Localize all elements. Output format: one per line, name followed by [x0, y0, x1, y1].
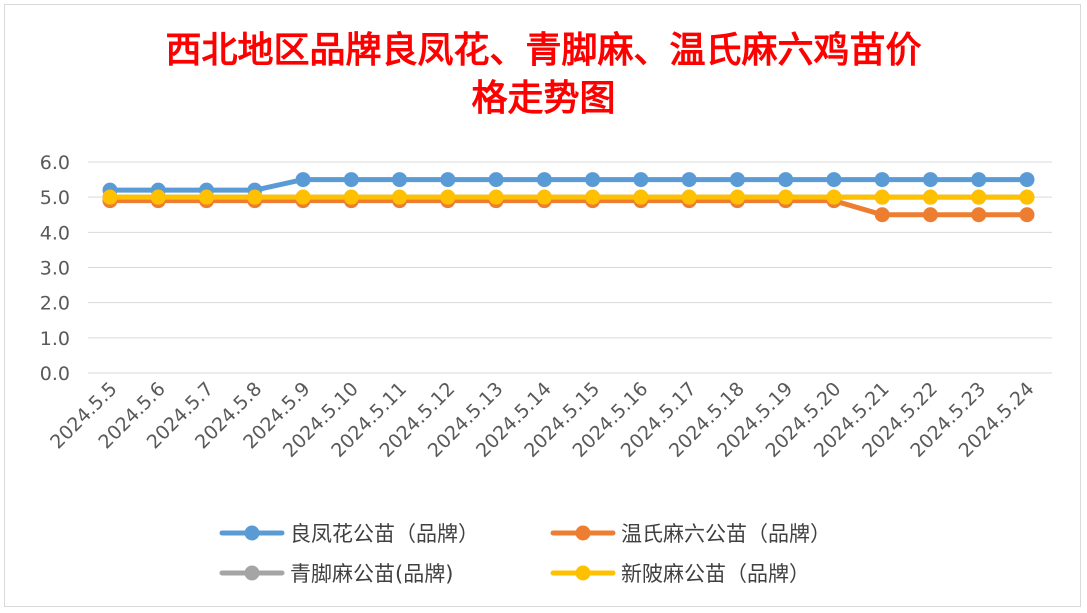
legend: 良凤花公苗（品牌） 温氏麻六公苗（品牌） 青脚麻公苗(品牌) 新陂麻公苗（品牌） [219, 522, 831, 586]
data-point [392, 172, 408, 188]
data-point [536, 189, 552, 205]
data-point [971, 189, 987, 205]
data-point [1019, 207, 1035, 223]
series-4 [102, 189, 1035, 205]
data-point [392, 189, 408, 205]
data-point [343, 189, 359, 205]
legend-marker [575, 525, 591, 541]
data-point [343, 172, 359, 188]
series-line [107, 198, 1030, 218]
data-point [971, 207, 987, 223]
y-tick-label: 6.0 [40, 152, 70, 174]
data-point [874, 172, 890, 188]
data-point [440, 189, 456, 205]
data-point [295, 172, 311, 188]
legend-item: 良凤花公苗（品牌） [219, 522, 479, 546]
data-point [681, 172, 697, 188]
data-point [1019, 172, 1035, 188]
data-point [778, 172, 794, 188]
data-point [102, 189, 118, 205]
data-point [295, 189, 311, 205]
data-point [1019, 189, 1035, 205]
data-point [922, 172, 938, 188]
data-point [440, 172, 456, 188]
series-layer [102, 172, 1035, 223]
data-point [150, 189, 166, 205]
data-point [874, 189, 890, 205]
legend-marker [244, 565, 260, 581]
series-line [107, 177, 1030, 193]
series-1 [102, 172, 1035, 198]
data-point [922, 189, 938, 205]
legend-label: 温氏麻六公苗（品牌） [621, 522, 831, 546]
data-point [729, 172, 745, 188]
data-point [681, 189, 697, 205]
y-tick-label: 4.0 [40, 222, 70, 244]
data-point [633, 172, 649, 188]
data-point [826, 172, 842, 188]
chart-title-line-2: 格走势图 [471, 77, 616, 119]
y-tick-label: 3.0 [40, 258, 70, 280]
chart-area [4, 4, 1081, 607]
data-point [971, 172, 987, 188]
data-point [536, 172, 552, 188]
legend-marker [244, 525, 260, 541]
y-tick-label: 2.0 [40, 293, 70, 315]
y-axis-ticks: 0.0 1.0 2.0 3.0 4.0 5.0 6.0 [40, 152, 70, 385]
legend-label: 青脚麻公苗(品牌) [290, 562, 453, 586]
data-point [199, 189, 215, 205]
legend-item: 青脚麻公苗(品牌) [219, 562, 453, 586]
y-tick-label: 5.0 [40, 187, 70, 209]
legend-label: 良凤花公苗（品牌） [290, 522, 479, 546]
data-point [778, 189, 794, 205]
legend-label: 新陂麻公苗（品牌） [621, 562, 810, 586]
y-tick-label: 0.0 [40, 363, 70, 385]
data-point [922, 207, 938, 223]
data-point [585, 189, 601, 205]
data-point [729, 189, 745, 205]
x-axis-ticks: 2024.5.52024.5.62024.5.72024.5.82024.5.9… [46, 378, 1038, 462]
y-tick-label: 1.0 [40, 328, 70, 350]
legend-marker [575, 565, 591, 581]
legend-item: 新陂麻公苗（品牌） [550, 562, 810, 586]
data-point [874, 207, 890, 223]
grid-lines [88, 161, 1052, 374]
data-point [488, 189, 504, 205]
chart-title: 西北地区品牌良凤花、青脚麻、温氏麻六鸡苗价 格走势图 [0, 26, 1087, 122]
data-point [633, 189, 649, 205]
legend-item: 温氏麻六公苗（品牌） [550, 522, 831, 546]
data-point [488, 172, 504, 188]
data-point [247, 189, 263, 205]
data-point [826, 189, 842, 205]
chart-title-line-1: 西北地区品牌良凤花、青脚麻、温氏麻六鸡苗价 [165, 29, 922, 71]
data-point [585, 172, 601, 188]
